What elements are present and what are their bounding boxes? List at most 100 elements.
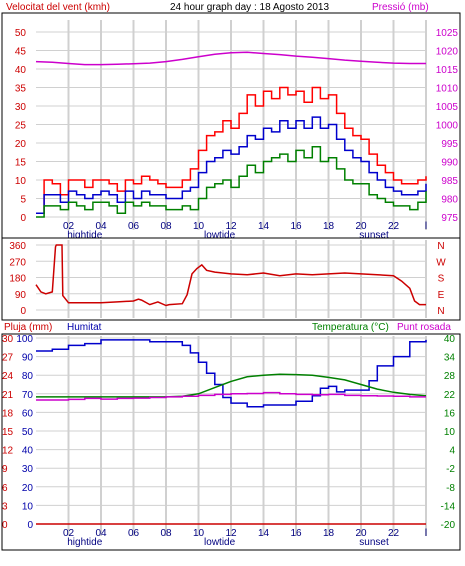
y-tick-label: 30 [15,102,27,113]
y-tick-label: 180 [9,274,26,285]
x-tick-label: 20 [355,528,367,539]
temperature-tick-label: 4 [449,446,455,457]
temperature-tick-label: 40 [444,334,456,345]
x-tick-label: 20 [355,221,367,232]
humidity-tick-label: 40 [22,446,34,457]
series-line-dewpoint [36,391,426,401]
humidity-tick-label: 80 [22,371,34,382]
series-line-direction [35,244,426,307]
x-tick-label: 06 [128,528,140,539]
x-tick-label: l [425,221,427,232]
y-tick-label-right: 980 [441,195,458,206]
y-tick-label: 35 [15,84,27,95]
temperature-label: Temperatura (°C) [312,322,389,333]
rain-label: Pluja (mm) [4,322,52,333]
rain-tick-label: 18 [2,408,14,419]
humidity-tick-label: 100 [16,334,33,345]
x-tick-label: l [425,528,427,539]
rain-tick-label: 15 [2,427,14,438]
chart-title: 24 hour graph day : 18 Agosto 2013 [170,2,329,13]
x-tick-label: 04 [95,528,107,539]
y-tick-label: 45 [15,47,27,58]
x-tick-label: 06 [128,221,140,232]
y-tick-label-right: 1000 [436,121,459,132]
temperature-tick-label: -20 [441,520,456,531]
x-tick-label: 04 [95,221,107,232]
series-line-humidity [36,339,427,408]
x-tick-label: 10 [193,528,205,539]
compass-label: E [438,290,445,301]
panel-wind-left-ticks: 0 5 10 15 20 25 30 35 40 45 50 [15,28,27,224]
x-tick-label: 02 [63,528,75,539]
x-tick-label: 16 [290,221,302,232]
series-line-wind_min [36,145,427,218]
humidity-tick-label: 0 [27,520,33,531]
rain-tick-label: 21 [2,390,14,401]
event-label: sunset [359,230,389,241]
temperature-tick-label: -14 [441,501,456,512]
series-line-wind_max [36,86,427,215]
event-label: lowtide [204,230,236,241]
y-tick-label: 20 [15,139,27,150]
y-tick-label-right: 1020 [436,47,459,58]
humidity-tick-label: 10 [22,501,34,512]
x-tick-label: 18 [323,528,335,539]
x-tick-label: 16 [290,528,302,539]
x-tick-label: 08 [160,528,172,539]
dewpoint-label: Punt rosada [397,322,451,333]
x-tick-label: 12 [225,221,237,232]
temperature-tick-label: 34 [444,353,456,364]
compass-label: W [436,257,446,268]
humidity-tick-label: 50 [22,427,34,438]
y-tick-label: 0 [20,213,26,224]
event-label: sunset [359,537,389,548]
humidity-tick-label: 20 [22,483,34,494]
event-label: hightide [67,230,102,241]
panel-direction-series [35,244,426,307]
y-tick-label-right: 1005 [436,102,459,113]
y-tick-label-right: 995 [441,139,458,150]
panel-direction-grid [36,240,427,318]
x-tick-label: 22 [388,528,400,539]
wind-speed-label: Velocitat del vent (kmh) [6,2,110,13]
x-tick-label: 22 [388,221,400,232]
compass-label: N [437,241,444,252]
x-tick-label: 08 [160,221,172,232]
y-tick-label-right: 975 [441,213,458,224]
compass-label: S [438,274,445,285]
x-tick-label: 14 [258,221,270,232]
humidity-tick-label: 60 [22,408,34,419]
series-line-wind_avg [36,116,427,215]
temperature-tick-label: 10 [444,427,456,438]
rain-tick-label: 0 [2,520,8,531]
temperature-tick-label: -2 [446,464,455,475]
panel-temp-left-ticks: 0 3 6 9 12 15 18 21 24 27 30 0 10 20 30 40 50 60 70 80 90 100 [2,334,33,531]
y-tick-label: 10 [15,176,27,187]
y-tick-label-right: 1010 [436,84,459,95]
panel-direction-left-ticks: 0 90 180 270 360 [9,241,26,317]
rain-tick-label: 3 [2,501,8,512]
event-label: lowtide [204,537,236,548]
humidity-tick-label: 30 [22,464,34,475]
rain-tick-label: 9 [2,464,8,475]
humidity-tick-label: 90 [22,353,34,364]
panel-temp-grid [36,336,427,536]
humidity-label: Humitat [67,322,102,333]
x-tick-label: 12 [225,528,237,539]
compass-label: N [437,306,444,317]
y-tick-label-right: 1015 [436,65,459,76]
y-tick-label-right: 990 [441,158,458,169]
series-line-temperature [36,373,427,398]
panel-temp-series [36,339,427,525]
x-tick-label: 14 [258,528,270,539]
panel-wind-right-ticks: 975 980 985 990 995 1000 1005 1010 1015 1020 1025 [436,28,459,224]
panel-wind-series [35,51,427,218]
y-tick-label: 270 [9,257,26,268]
temperature-tick-label: 28 [444,371,456,382]
panel-temp-right-ticks: -20 -14 -8 -2 4 10 16 22 28 34 40 [441,334,456,531]
y-tick-label: 40 [15,65,27,76]
event-label: hightide [67,537,102,548]
rain-tick-label: 12 [2,446,14,457]
